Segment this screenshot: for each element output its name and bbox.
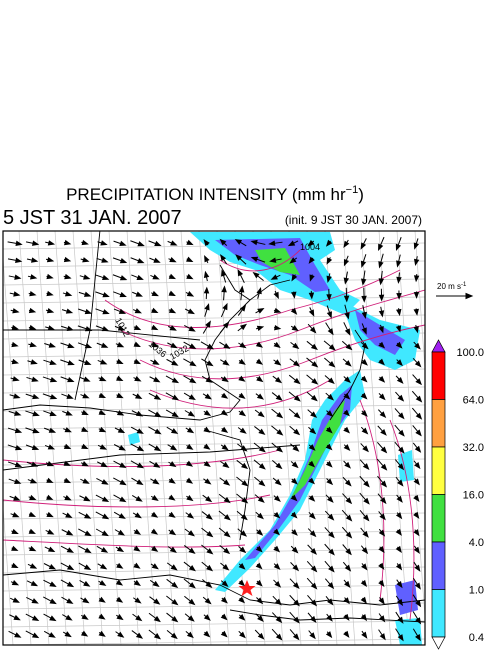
colorbar: 100.0 64.0 32.0 16.0 4.0 1.0 0.4: [432, 340, 484, 649]
colorbar-segment: [432, 400, 445, 448]
colorbar-label: 100.0: [456, 347, 484, 359]
colorbar-label: 64.0: [463, 395, 484, 407]
colorbar-label: 16.0: [463, 490, 484, 502]
isobar-label: 1004: [300, 242, 320, 252]
map-area: 1012 1036 1032 1004: [0, 225, 463, 650]
colorbar-segment: [432, 495, 445, 543]
wind-scale-arrow: [436, 294, 472, 299]
wind-scale-label: 20 m s-1: [437, 282, 467, 291]
colorbar-label: 32.0: [463, 442, 484, 454]
init-time: (init. 9 JST 30 JAN. 2007): [285, 213, 422, 227]
colorbar-label: 1.0: [469, 585, 484, 597]
colorbar-bottom: [432, 637, 445, 649]
colorbar-segment: [432, 352, 445, 400]
colorbar-segment: [432, 447, 445, 495]
title-end: ): [358, 185, 364, 204]
colorbar-segment: [432, 542, 445, 590]
title: PRECIPITATION INTENSITY (mm hr−1): [66, 184, 364, 204]
title-text: PRECIPITATION INTENSITY (mm hr: [66, 185, 346, 204]
wind-scale-sup: -1: [461, 282, 467, 288]
title-sup: −1: [346, 184, 359, 196]
wind-scale-text: 20 m s: [437, 282, 461, 291]
colorbar-segment: [432, 590, 445, 638]
colorbar-top: [432, 340, 445, 352]
valid-time: 5 JST 31 JAN. 2007: [3, 207, 182, 229]
colorbar-label: 4.0: [469, 537, 484, 549]
colorbar-label: 0.4: [469, 632, 484, 644]
